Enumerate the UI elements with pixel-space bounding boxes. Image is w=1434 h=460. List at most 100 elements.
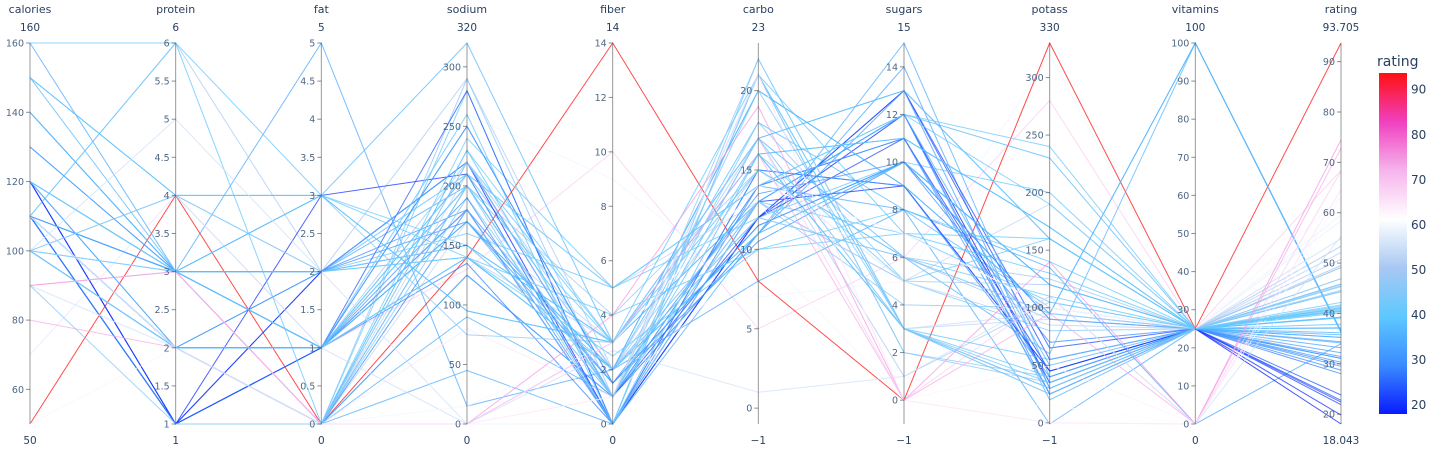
colorbar-tick-label: 90: [1411, 83, 1426, 97]
tick-label: 14: [886, 62, 898, 73]
axis-range-min: −1: [1042, 435, 1057, 447]
axis-title: fiber: [600, 3, 626, 16]
tick-label: 8: [892, 205, 898, 216]
axis-range-min: 18.043: [1323, 435, 1360, 447]
tick-label: 1.5: [300, 305, 315, 316]
data-line-19: [29, 194, 1342, 330]
axis-title: rating: [1325, 3, 1358, 16]
tick-label: 20: [1323, 410, 1335, 421]
tick-label: 50: [1177, 229, 1189, 240]
tick-label: 50: [1323, 259, 1335, 270]
tick-label: 10: [886, 158, 898, 169]
tick-label: 3.5: [300, 153, 315, 164]
tick-label: 10: [740, 245, 752, 256]
tick-label: 60: [1323, 208, 1335, 219]
tick-label: 80: [12, 316, 24, 327]
axis-rating[interactable]: rating 93.705 18.043 20 30 40 50 60 70 80 90: [1323, 3, 1360, 447]
tick-label: 6: [601, 256, 607, 267]
tick-label: 140: [6, 108, 24, 119]
tick-label: 200: [443, 181, 461, 192]
tick-label: 4.5: [300, 77, 315, 88]
tick-label: 30: [1177, 305, 1189, 316]
tick-label: 0: [455, 420, 461, 431]
tick-label: 160: [6, 39, 24, 50]
axis-range-max: 320: [457, 22, 477, 34]
tick-label: 5: [309, 39, 315, 50]
tick-label: 2: [309, 267, 315, 278]
axis-sodium[interactable]: sodium 320 00 50 100 150 200 250 300: [443, 3, 487, 447]
tick-label: 5.5: [155, 77, 170, 88]
tick-label: 2: [892, 348, 898, 359]
tick-label: 150: [1026, 246, 1044, 257]
tick-label: 40: [1177, 267, 1189, 278]
tick-label: 5: [164, 115, 170, 126]
tick-label: 80: [1177, 115, 1189, 126]
axis-range-max: 330: [1040, 22, 1060, 34]
axis-title: vitamins: [1172, 3, 1219, 16]
axis-sugars[interactable]: sugars 15 −1 0 2 4 6 8 10 12 14: [886, 3, 923, 447]
axis-title: fat: [314, 3, 330, 16]
tick-label: 4.5: [155, 153, 170, 164]
tick-label: 1: [309, 343, 315, 354]
axis-range-max: 23: [752, 22, 765, 34]
colorbar: rating 20 30 40 50 60 70 80 90: [1377, 54, 1426, 414]
data-line-76: [29, 194, 1342, 371]
data-line-66: [29, 153, 1342, 426]
tick-label: 10: [595, 147, 607, 158]
tick-label: 200: [1026, 188, 1044, 199]
axis-vitamins[interactable]: vitamins 100 00 10 20 30 40 50 60 70 80 90 100: [1171, 3, 1219, 447]
tick-label: 15: [740, 166, 752, 177]
tick-label: 12: [595, 93, 607, 104]
colorbar-tick-label: 70: [1411, 173, 1426, 187]
tick-label: 100: [1171, 39, 1189, 50]
tick-label: 100: [1026, 303, 1044, 314]
tick-label: 100: [443, 300, 461, 311]
tick-label: 90: [1177, 77, 1189, 88]
tick-label: 1.5: [155, 381, 170, 392]
data-line-77: [30, 42, 1342, 344]
data-line-22: [29, 161, 1342, 371]
tick-label: 20: [1177, 343, 1189, 354]
tick-label: 30: [1323, 359, 1335, 370]
tick-label: 150: [443, 241, 461, 252]
axes-layer: calories160506080100120140160protein6111…: [6, 3, 1360, 447]
tick-label: 5: [746, 324, 752, 335]
tick-label: 0: [601, 420, 607, 431]
axis-potass[interactable]: potass 330 −1 0 50 100 150 200 250 300: [1026, 3, 1069, 447]
data-line-50: [29, 161, 1342, 371]
axis-title: sugars: [886, 3, 923, 16]
tick-label: 0: [892, 396, 898, 407]
axis-range-max: 15: [897, 22, 910, 34]
tick-label: 50: [1032, 361, 1044, 372]
colorbar-tick-label: 80: [1411, 128, 1426, 142]
axis-calories[interactable]: calories 160 50 60 80 100 120 140 160: [6, 3, 52, 447]
axis-fat[interactable]: fat 5 00 0.5 1 1.5 2 2.5 3 3.5 4 4.5 5: [300, 3, 329, 447]
tick-label: 250: [1026, 131, 1044, 142]
axis-range-min: 0: [318, 435, 325, 447]
data-line-7: [29, 121, 1342, 371]
data-line-74: [29, 113, 1342, 349]
tick-label: 50: [449, 360, 461, 371]
axis-title: calories: [9, 3, 52, 16]
tick-label: 20: [740, 86, 752, 97]
colorbar-title: rating: [1377, 54, 1418, 70]
tick-label: 0: [309, 420, 315, 431]
tick-label: 8: [601, 202, 607, 213]
axis-fiber[interactable]: fiber 14 00 2 4 6 8 10 12 14: [595, 3, 626, 447]
tick-label: 2: [601, 365, 607, 376]
axis-range-min: −1: [896, 435, 911, 447]
axis-title: sodium: [447, 3, 487, 16]
data-line-61: [29, 161, 1342, 371]
tick-label: 1: [164, 420, 170, 431]
colorbar-tick-label: 20: [1411, 398, 1426, 412]
tick-label: 4: [309, 115, 315, 126]
tick-label: 4: [892, 300, 898, 311]
axis-range-max: 93.705: [1323, 22, 1360, 34]
axis-carbo[interactable]: carbo 23 −1 0 5 10 15 20: [740, 3, 774, 447]
tick-label: 60: [1177, 191, 1189, 202]
tick-label: 60: [12, 385, 24, 396]
axis-protein[interactable]: protein 6 11 1.5 2 2.5 3 3.5 4 4.5 5 5.5 6: [155, 3, 196, 447]
tick-label: 2.5: [155, 305, 170, 316]
tick-label: 2.5: [300, 229, 315, 240]
